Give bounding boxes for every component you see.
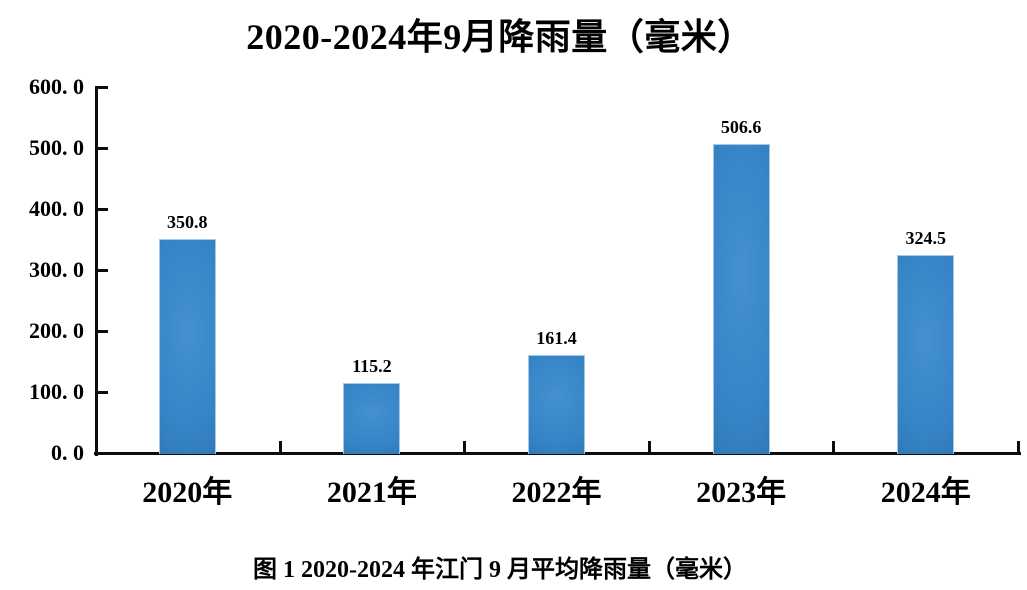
bar xyxy=(712,143,770,454)
y-axis-tick xyxy=(97,391,108,394)
x-axis-tick xyxy=(832,441,836,454)
bar-value-label: 506.6 xyxy=(720,116,762,137)
y-tick-label: 0. 0 xyxy=(51,440,84,465)
bar-value-label: 161.4 xyxy=(536,327,577,348)
y-axis-line xyxy=(95,86,98,456)
y-axis-tick xyxy=(97,208,108,211)
y-tick-label: 400. 0 xyxy=(29,196,84,221)
y-tick-label: 500. 0 xyxy=(29,135,84,160)
x-axis-tick xyxy=(647,441,651,454)
x-axis-tick xyxy=(463,441,467,454)
y-tick-label: 200. 0 xyxy=(29,318,84,343)
x-axis-tick xyxy=(278,441,282,454)
bar xyxy=(158,239,216,454)
x-tick-label: 2023年 xyxy=(696,476,787,509)
bar xyxy=(528,354,585,454)
x-axis-tick xyxy=(1017,441,1020,454)
y-axis-tick xyxy=(97,86,108,89)
y-axis-tick xyxy=(97,269,108,272)
x-tick-label: 2021年 xyxy=(326,476,417,509)
bar xyxy=(343,382,401,454)
y-tick-label: 600. 0 xyxy=(29,74,84,99)
bar-value-label: 324.5 xyxy=(905,228,946,249)
y-tick-label: 300. 0 xyxy=(29,257,84,282)
y-axis-tick xyxy=(97,330,108,333)
chart-title: 2020-2024年9月降雨量（毫米） xyxy=(246,17,754,57)
bar-value-label: 350.8 xyxy=(167,212,208,232)
bar xyxy=(897,255,955,454)
x-tick-label: 2020年 xyxy=(142,476,233,509)
y-tick-label: 100. 0 xyxy=(29,379,84,404)
x-tick-label: 2022年 xyxy=(511,476,602,509)
bar-value-label: 115.2 xyxy=(352,355,392,376)
x-tick-label: 2024年 xyxy=(880,476,971,509)
figure-caption: 图 1 2020-2024 年江门 9 月平均降雨量（毫米） xyxy=(253,557,747,583)
y-axis-tick xyxy=(97,147,108,150)
